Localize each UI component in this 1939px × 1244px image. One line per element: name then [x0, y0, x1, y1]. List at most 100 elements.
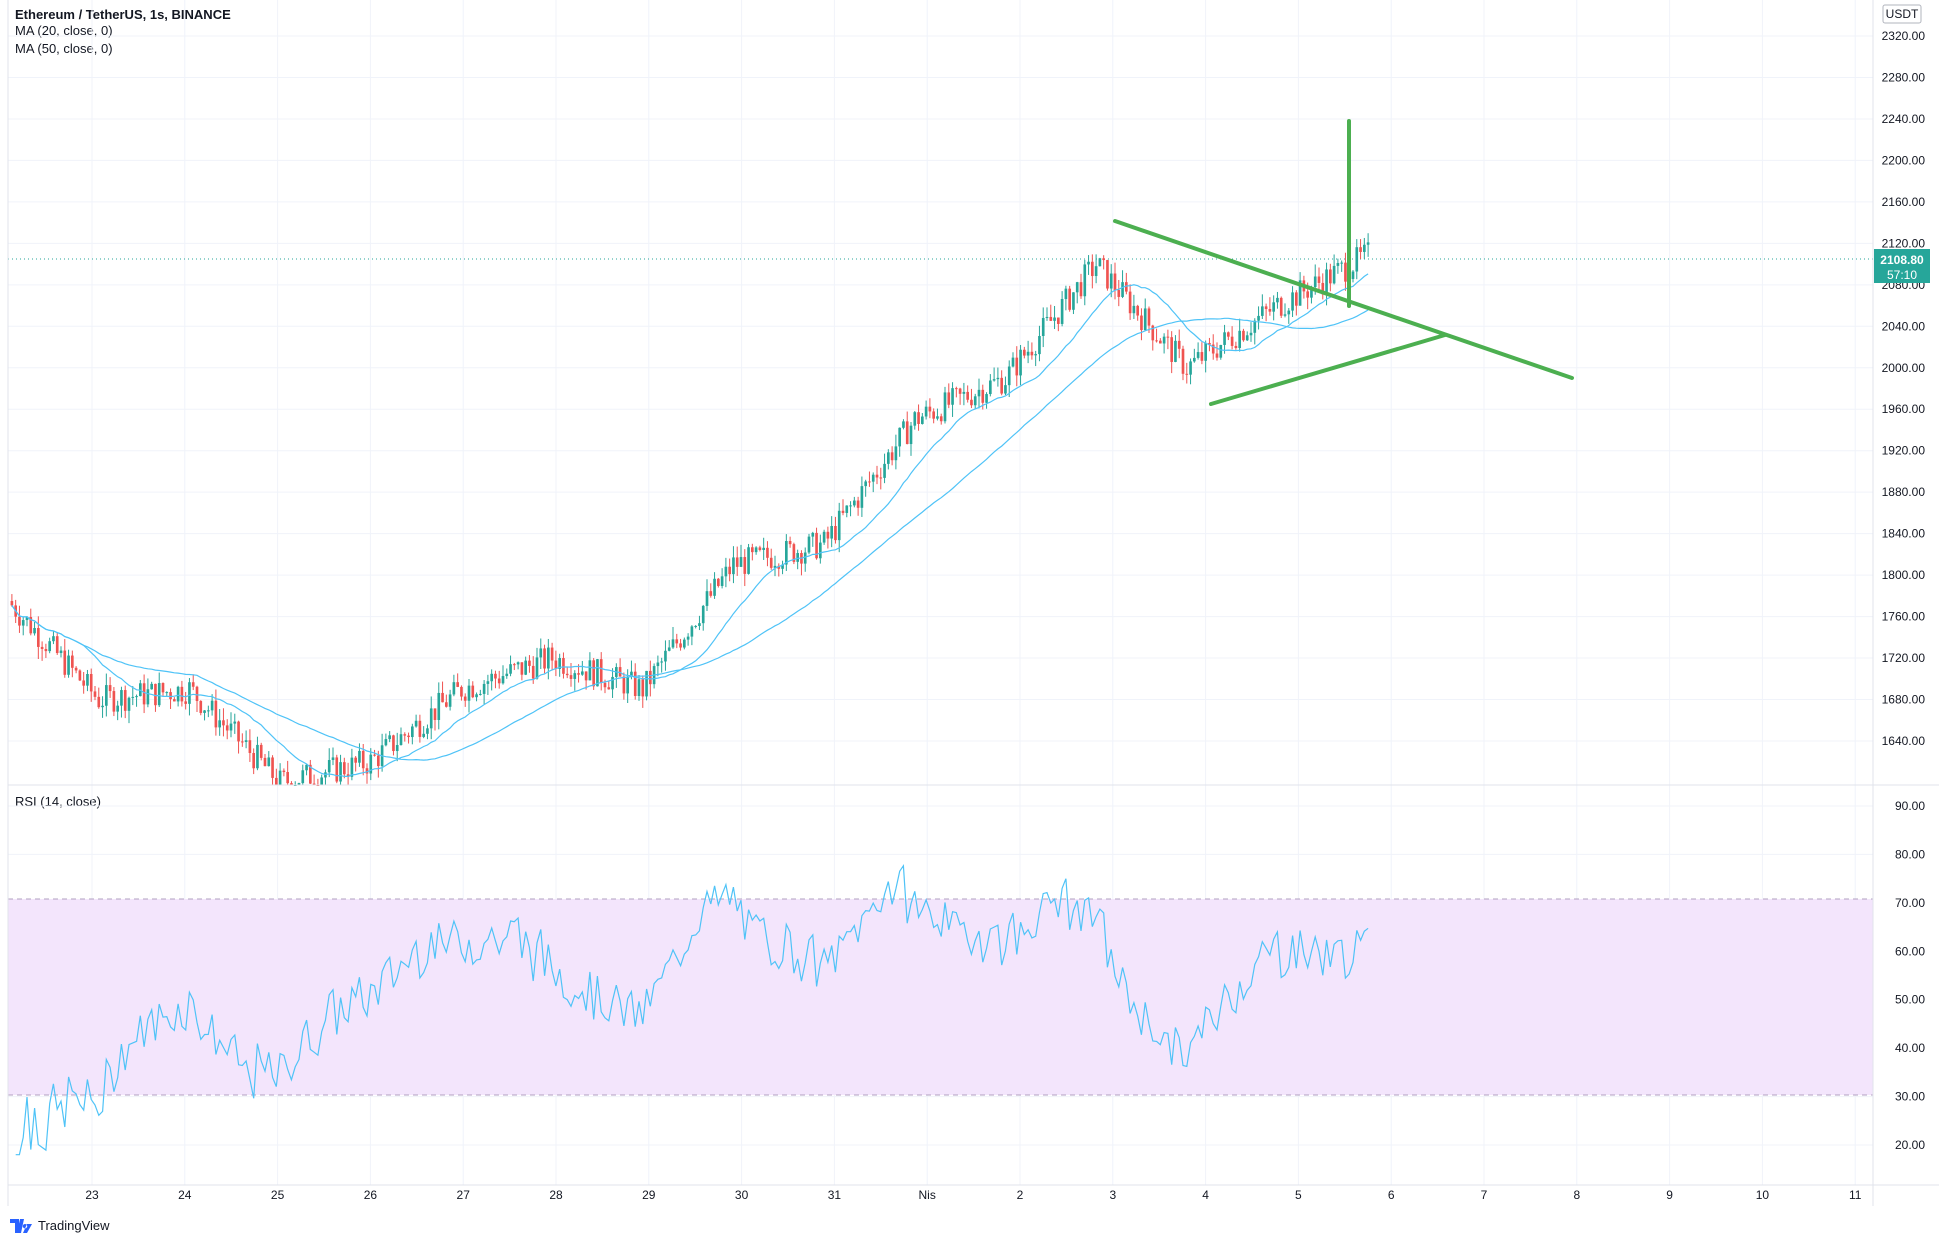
candle-body	[1276, 297, 1279, 303]
candle-body	[637, 679, 641, 696]
price-tick-label: 2000.00	[1882, 361, 1926, 375]
candle-body	[188, 682, 191, 704]
candle-body	[475, 694, 478, 698]
candle-body	[1196, 352, 1200, 358]
candle-body	[225, 725, 229, 731]
candle-body	[154, 683, 157, 706]
price-badge-value: 2108.80	[1880, 253, 1924, 267]
candle-body	[1113, 273, 1117, 291]
time-tick-label: 28	[549, 1188, 563, 1202]
candle-body	[1053, 317, 1056, 321]
candle-body	[350, 757, 354, 777]
candle-body	[89, 674, 93, 692]
candle-body	[989, 380, 992, 395]
candle-body	[1291, 292, 1294, 311]
candle-body	[1004, 385, 1007, 394]
candle-body	[1336, 263, 1340, 266]
candle-body	[214, 700, 218, 728]
candle-body	[460, 686, 463, 697]
candle-body	[199, 701, 203, 713]
candle-body	[815, 532, 818, 559]
candle-body	[142, 683, 146, 705]
candle-body	[1068, 288, 1071, 310]
candle-body	[973, 396, 977, 406]
footer-brand[interactable]: TradingView	[10, 1218, 110, 1233]
candle-body	[913, 412, 917, 426]
time-tick-label: 23	[85, 1188, 99, 1202]
candle-body	[1200, 352, 1204, 361]
candle-body	[1117, 290, 1121, 297]
candle-body	[932, 411, 935, 419]
candle-body	[1366, 242, 1370, 245]
candle-body	[558, 658, 561, 669]
candle-body	[970, 399, 973, 406]
candle-body	[339, 762, 342, 782]
candle-body	[101, 705, 104, 708]
candle-body	[977, 389, 981, 397]
candle-body	[290, 783, 293, 785]
price-tick-label: 1720.00	[1882, 651, 1926, 665]
candle-body	[1272, 302, 1275, 312]
price-tick-label: 2200.00	[1882, 153, 1926, 167]
candle-body	[924, 406, 928, 417]
candle-body	[1332, 265, 1336, 284]
candle-body	[1000, 377, 1003, 394]
candle-body	[18, 616, 21, 626]
candle-body	[701, 605, 705, 624]
time-tick-label: 4	[1202, 1188, 1209, 1202]
candle-body	[705, 591, 709, 606]
candle-body	[856, 500, 860, 508]
candle-body	[1125, 282, 1128, 292]
candle-body	[37, 628, 40, 647]
candle-body	[1215, 353, 1219, 358]
candle-body	[259, 744, 263, 758]
candle-body	[883, 463, 886, 478]
candle-body	[131, 696, 135, 698]
candle-body	[675, 639, 679, 644]
candle-body	[1245, 335, 1249, 341]
time-tick-label: 8	[1573, 1188, 1580, 1202]
candle-body	[622, 676, 626, 694]
candle-body	[1132, 305, 1136, 314]
candle-body	[1034, 354, 1037, 356]
candle-body	[1087, 261, 1090, 265]
candle-body	[853, 500, 856, 506]
candle-body	[879, 477, 883, 479]
candle-body	[1313, 276, 1317, 288]
candle-body	[645, 670, 648, 697]
candle-body	[985, 394, 988, 403]
candle-body	[966, 391, 969, 400]
candle-body	[656, 662, 660, 667]
candle-body	[981, 389, 985, 403]
candle-body	[951, 388, 954, 405]
candle-body	[1030, 351, 1034, 356]
candle-body	[1159, 340, 1162, 344]
candle-body	[735, 557, 739, 567]
candle-body	[207, 710, 210, 712]
candle-body	[67, 655, 70, 675]
candle-body	[271, 757, 274, 778]
candle-body	[482, 683, 486, 694]
candle-body	[607, 687, 611, 690]
candle-body	[165, 692, 169, 694]
candle-body	[1363, 244, 1366, 252]
price-tick-label: 2120.00	[1882, 236, 1926, 250]
candle-body	[1140, 315, 1143, 331]
candle-body	[108, 685, 112, 692]
candle-body	[1355, 247, 1359, 272]
candle-body	[509, 664, 512, 674]
candle-body	[335, 757, 339, 782]
candle-body	[241, 741, 244, 743]
candle-body	[1227, 332, 1230, 337]
candle-body	[244, 740, 248, 742]
candle-body	[494, 673, 497, 679]
candle-body	[1015, 357, 1019, 376]
candle-body	[1151, 325, 1155, 341]
candle-body	[547, 647, 550, 669]
candle-body	[792, 544, 796, 562]
candle-body	[819, 542, 822, 559]
candle-body	[871, 474, 875, 482]
time-tick-label: 29	[642, 1188, 656, 1202]
candle-body	[513, 664, 516, 666]
